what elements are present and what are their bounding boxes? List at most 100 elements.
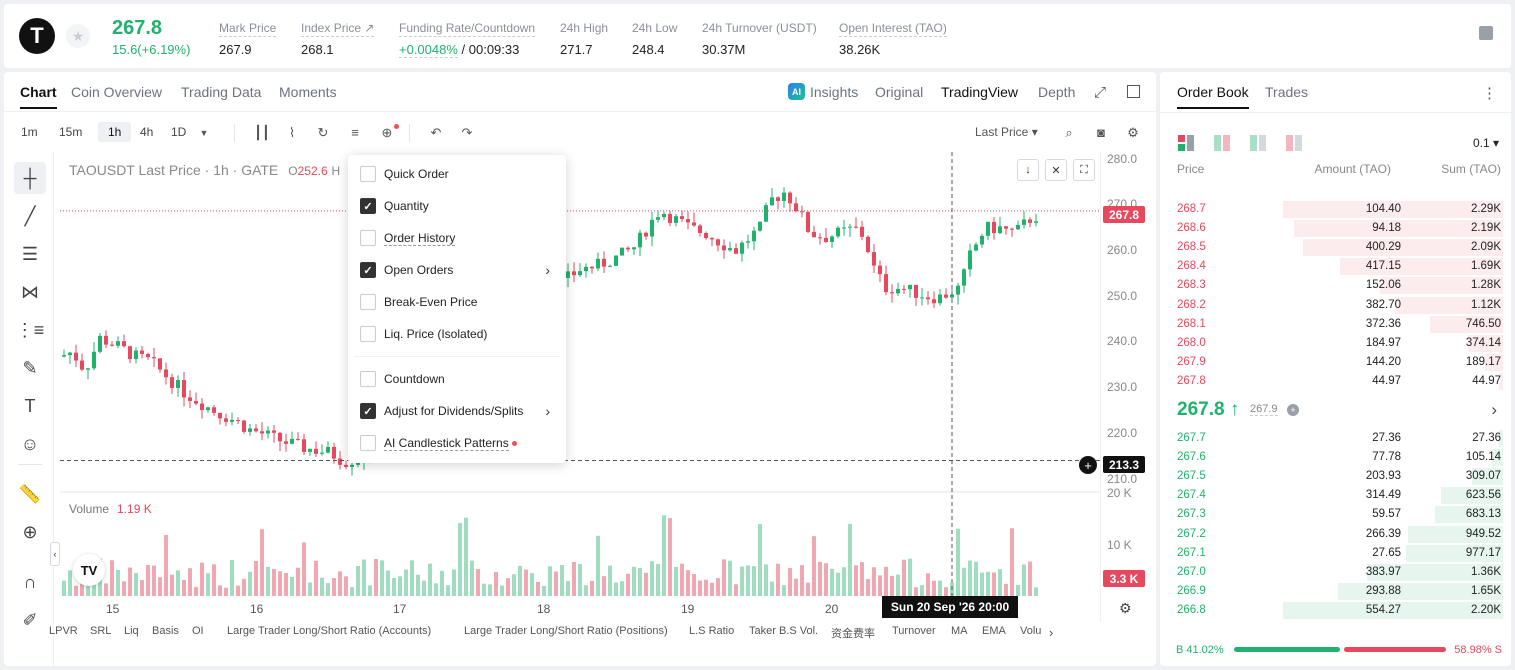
checkbox-checked[interactable]: ✓ <box>360 198 376 214</box>
popup-item-order-history[interactable]: Order History <box>360 228 560 248</box>
more-options-icon[interactable]: ⋮ <box>1482 85 1497 102</box>
add-alert-icon[interactable]: + <box>1079 456 1097 474</box>
brush-icon[interactable]: ✎ <box>22 357 38 378</box>
ai-insights-icon[interactable]: AI <box>788 83 805 100</box>
window-icon[interactable] <box>1127 85 1140 98</box>
tab-trading-data[interactable]: Trading Data <box>181 84 262 100</box>
candlestick-chart[interactable] <box>60 152 1100 596</box>
bid-row[interactable]: 267.0 383.97 1.36K <box>1160 563 1511 582</box>
favorite-star-icon[interactable]: ★ <box>66 24 90 48</box>
collapse-toolbar-button[interactable]: ‹ <box>50 542 60 566</box>
checkbox[interactable] <box>360 230 376 246</box>
tf-4h[interactable]: 4h <box>140 125 154 139</box>
tab-trades[interactable]: Trades <box>1265 84 1309 100</box>
collapse-icon[interactable]: ✕ <box>1045 159 1067 181</box>
pattern-icon[interactable]: ⋈ <box>21 281 39 302</box>
bid-row[interactable]: 267.6 77.78 105.14 <box>1160 448 1511 467</box>
add-settings-icon[interactable]: ⊕ <box>379 124 399 140</box>
horizontal-lines-icon[interactable]: ☰ <box>21 243 39 264</box>
camera-icon[interactable]: ◙ <box>1097 125 1105 140</box>
layout-icon[interactable]: ≡ <box>351 125 359 140</box>
tf-1h[interactable]: 1h <box>98 122 132 142</box>
pencil-lock-icon[interactable]: ✐ <box>22 609 38 630</box>
ask-row[interactable]: 268.6 94.18 2.19K <box>1160 219 1511 238</box>
expand-icon[interactable]: ⤢ <box>1094 84 1107 101</box>
trendline-icon[interactable]: ╱ <box>24 205 36 226</box>
tab-original[interactable]: Original <box>875 84 924 100</box>
ask-row[interactable]: 267.9 144.20 189.17 <box>1160 353 1511 372</box>
text-icon[interactable]: T <box>24 395 36 416</box>
fib-icon[interactable]: ⋮≡ <box>15 319 45 340</box>
arrow-down-icon[interactable]: ↓ <box>1017 159 1039 181</box>
checkbox[interactable] <box>360 371 376 387</box>
view-split-icon[interactable] <box>1214 135 1230 151</box>
chevron-right-icon[interactable]: › <box>545 262 550 278</box>
redo-icon[interactable]: ↷ <box>461 125 473 140</box>
gear-icon[interactable]: ⚙ <box>1127 125 1139 140</box>
checkbox[interactable] <box>360 435 376 451</box>
bid-row[interactable]: 267.4 314.49 623.56 <box>1160 486 1511 505</box>
book-icon[interactable] <box>1479 26 1493 40</box>
ask-row[interactable]: 267.8 44.97 44.97 <box>1160 372 1511 391</box>
tab-moments[interactable]: Moments <box>279 84 337 100</box>
checkbox[interactable] <box>360 294 376 310</box>
ask-row[interactable]: 268.2 382.70 1.12K <box>1160 296 1511 315</box>
ask-row[interactable]: 268.5 400.29 2.09K <box>1160 238 1511 257</box>
popup-item-dividends[interactable]: ✓ Adjust for Dividends/Splits › <box>360 401 560 421</box>
chevron-down-icon[interactable]: ▼ <box>199 128 209 138</box>
chevron-right-icon[interactable]: › <box>545 403 550 419</box>
fullscreen-icon[interactable]: ⛶ <box>1073 159 1095 181</box>
indicators-icon[interactable]: ⌇ <box>288 125 296 140</box>
checkbox[interactable] <box>360 166 376 182</box>
bid-row[interactable]: 267.2 266.39 949.52 <box>1160 525 1511 544</box>
chevron-right-icon[interactable]: › <box>1049 625 1054 640</box>
ask-row[interactable]: 268.1 372.36 746.50 <box>1160 315 1511 334</box>
candle-type-icon[interactable]: ┃┃ <box>254 125 270 140</box>
bid-row[interactable]: 267.7 27.36 27.36 <box>1160 429 1511 448</box>
crosshair-icon[interactable]: ┼ <box>14 162 46 194</box>
popup-item-break-even[interactable]: Break-Even Price <box>360 292 560 312</box>
bid-row[interactable]: 267.5 203.93 309.07 <box>1160 467 1511 486</box>
checkbox-checked[interactable]: ✓ <box>360 262 376 278</box>
price-source-select[interactable]: Last Price ▾ <box>975 125 1038 139</box>
popup-item-liq-price[interactable]: Liq. Price (Isolated) <box>360 324 560 344</box>
popup-item-ai-patterns[interactable]: AI Candlestick Patterns <box>360 433 560 453</box>
tab-order-book[interactable]: Order Book <box>1177 84 1249 109</box>
bid-row[interactable]: 266.9 293.88 1.65K <box>1160 582 1511 601</box>
tab-insights[interactable]: Insights <box>810 84 859 100</box>
chevron-right-icon[interactable]: › <box>1491 400 1497 419</box>
tf-15m[interactable]: 15m <box>59 125 83 139</box>
checkbox[interactable] <box>360 326 376 342</box>
checkbox-checked[interactable]: ✓ <box>360 403 376 419</box>
undo-icon[interactable]: ↶ <box>430 125 442 140</box>
view-both-icon[interactable] <box>1178 135 1194 151</box>
bid-row[interactable]: 267.3 59.57 683.13 <box>1160 505 1511 524</box>
view-bids-icon[interactable] <box>1250 135 1266 151</box>
bid-row[interactable]: 266.8 554.27 2.20K <box>1160 601 1511 620</box>
zoom-in-icon[interactable]: ⊕ <box>22 521 38 542</box>
search-icon[interactable]: ⌕ <box>1065 125 1073 140</box>
tab-depth[interactable]: Depth <box>1038 84 1076 100</box>
tab-tradingview[interactable]: TradingView <box>941 84 1019 100</box>
tab-coin-overview[interactable]: Coin Overview <box>71 84 163 100</box>
replay-icon[interactable]: ↻ <box>317 125 329 140</box>
view-asks-icon[interactable] <box>1286 135 1302 151</box>
magnet-icon[interactable]: ∩ <box>23 571 37 592</box>
popup-item-open-orders[interactable]: ✓ Open Orders › <box>360 260 560 280</box>
stat-index-price[interactable]: Index Price ↗ 268.1 <box>301 21 375 57</box>
popup-item-quick-order[interactable]: Quick Order <box>360 164 560 184</box>
popup-item-countdown[interactable]: Countdown <box>360 369 560 389</box>
precision-select[interactable]: 0.1 ▾ <box>1472 136 1499 150</box>
ruler-icon[interactable]: 📏 <box>18 483 42 504</box>
bid-row[interactable]: 267.1 27.65 977.17 <box>1160 544 1511 563</box>
ask-row[interactable]: 268.0 184.97 374.14 <box>1160 334 1511 353</box>
ask-row[interactable]: 268.4 417.15 1.69K <box>1160 257 1511 276</box>
tf-1d[interactable]: 1D <box>171 125 187 139</box>
ask-row[interactable]: 268.7 104.40 2.29K <box>1160 200 1511 219</box>
ask-row[interactable]: 268.3 152.06 1.28K <box>1160 276 1511 295</box>
settings-icon[interactable]: ⚙ <box>1119 600 1132 616</box>
popup-item-quantity[interactable]: ✓ Quantity <box>360 196 560 216</box>
tab-chart[interactable]: Chart <box>20 84 57 109</box>
emoji-icon[interactable]: ☺ <box>20 433 40 454</box>
tf-1m[interactable]: 1m <box>21 125 38 139</box>
